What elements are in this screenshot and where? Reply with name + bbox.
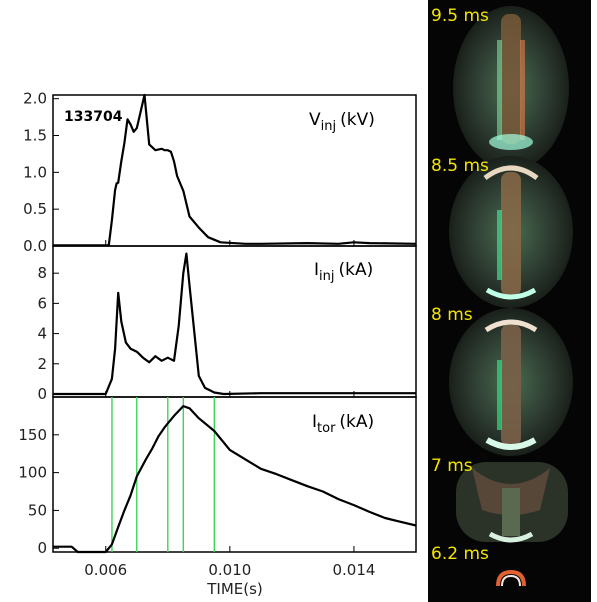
upper-loop [484, 319, 538, 333]
lower-loop [488, 531, 534, 543]
y-tick-label: 150 [18, 426, 47, 444]
panel-label-iinj-sub: inj [319, 269, 334, 284]
center-column [501, 172, 521, 296]
panel-label-vinj-unit: (kV) [340, 110, 375, 130]
series-line-v-inj [53, 93, 417, 247]
divertor-glow [489, 134, 533, 150]
frame-9-5-ms [453, 6, 569, 170]
center-column [501, 324, 521, 446]
frame-label-8-ms: 8 ms [431, 305, 473, 325]
panel-label-itor-sub: tor [317, 421, 336, 436]
y-tick-label: 8 [37, 264, 47, 282]
y-tick-label: 50 [28, 501, 47, 519]
column-edge-glow [497, 210, 502, 280]
y-tick-label: 2.0 [23, 90, 47, 108]
time-markers [111, 397, 216, 552]
panel-label-iinj-unit: (kA) [338, 260, 373, 280]
y-tick-label: 1.5 [23, 127, 47, 145]
column-edge-glow [497, 360, 502, 430]
column-edge-glow [520, 40, 525, 140]
frame-label-9-5-ms: 9.5 ms [431, 6, 489, 26]
upper-loop [483, 165, 539, 181]
shot-number: 133704 [64, 109, 123, 125]
lower-loop [485, 287, 537, 300]
x-tick-label: 0.006 [84, 561, 127, 579]
series-line-i-inj [53, 252, 416, 396]
lower-loop [496, 569, 526, 587]
y-tick-label: 0 [37, 539, 47, 557]
y-tick-label: 100 [18, 464, 47, 482]
curves [53, 93, 417, 554]
panel-label-itor: Itor (kA) [312, 412, 374, 436]
panel-frame-3 [52, 396, 417, 553]
y-ticks: 0.0 0.5 1.0 1.5 2.0 0 2 4 6 8 0 50 100 150 [18, 90, 59, 557]
frame-8-ms [449, 308, 573, 456]
panel-label-iinj-name: I [314, 260, 319, 280]
panel-label-vinj: Vinj (kV) [309, 110, 375, 134]
panel-label-iinj: Iinj (kA) [314, 260, 373, 284]
y-tick-label: 2 [37, 355, 47, 373]
frame-label-7-ms: 7 ms [431, 456, 473, 476]
panel-label-itor-name: I [312, 412, 317, 432]
x-tick-label: 0.014 [332, 561, 375, 579]
column-edge-glow [497, 40, 502, 140]
y-tick-label: 0.5 [23, 200, 47, 218]
plot-area: 0.0 0.5 1.0 1.5 2.0 0 2 4 6 8 0 50 100 150 0.006 0.010… [18, 90, 417, 598]
center-column [502, 488, 520, 536]
lower-loop [485, 437, 537, 450]
x-tick-label: 0.010 [208, 561, 251, 579]
y-tick-label: 4 [37, 325, 47, 343]
y-tick-label: 0.0 [23, 237, 47, 255]
camera-image-strip: 9.5 ms 8.5 ms 8 ms 7 ms 6.2 ms [428, 0, 591, 602]
frame-6-2-ms [496, 569, 526, 587]
x-axis-label: TIME(s) [206, 580, 263, 598]
frame-label-8-5-ms: 8.5 ms [431, 156, 489, 176]
panel-label-vinj-sub: inj [321, 119, 336, 134]
center-column [501, 14, 521, 144]
panel-label-vinj-name: V [309, 110, 321, 130]
y-tick-label: 6 [37, 294, 47, 312]
x-ticks: 0.006 0.010 0.014 [84, 240, 375, 579]
frame-7-ms [456, 462, 568, 543]
y-tick-label: 0 [37, 385, 47, 403]
series-line-i-tor [53, 405, 417, 554]
y-tick-label: 1.0 [23, 163, 47, 181]
frame-8-5-ms [449, 156, 573, 308]
frame-label-6-2-ms: 6.2 ms [431, 544, 489, 564]
panel-label-itor-unit: (kA) [339, 412, 374, 432]
lower-loop-core [501, 574, 521, 587]
